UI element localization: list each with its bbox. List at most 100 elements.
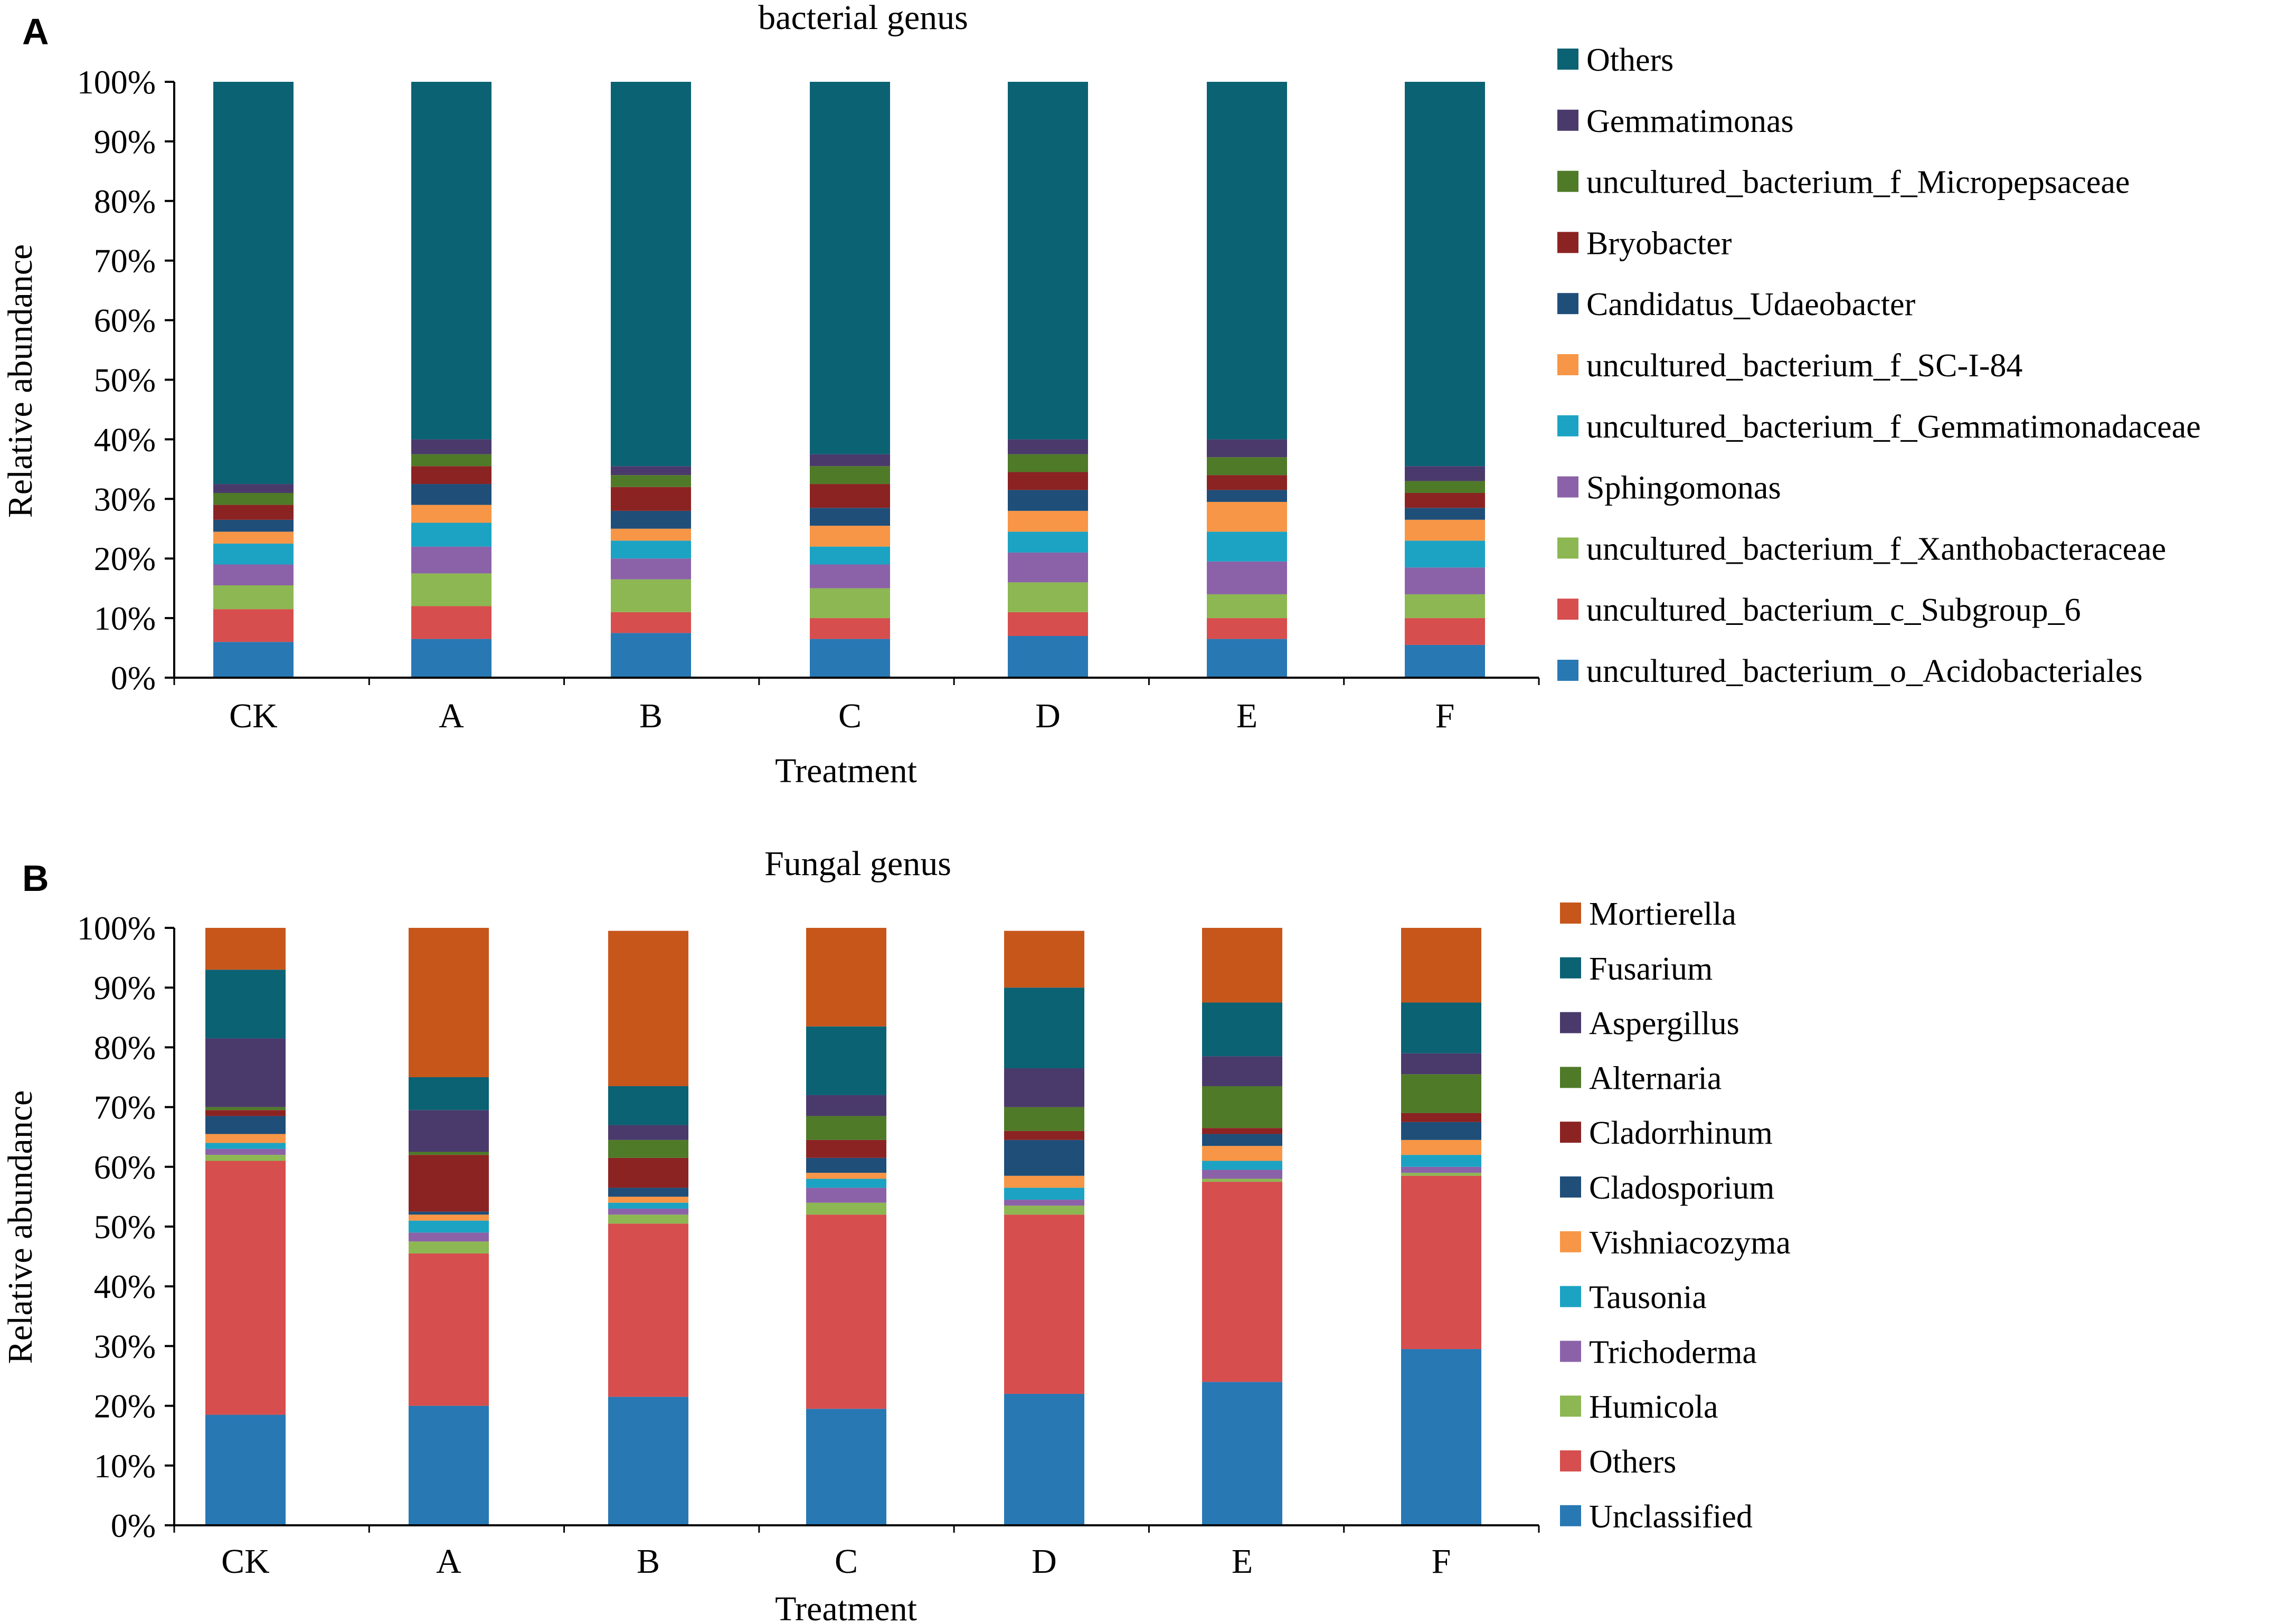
bar-f-sphingomonas [1405,567,1485,594]
x-axis-label: Treatment [775,752,917,790]
y-tick-label: 50% [94,1208,156,1246]
legend-item-sphingomonas: Sphingomonas [1557,470,1781,506]
x-axis-label: Treatment [775,1590,917,1624]
bar-e-others [1202,1182,1282,1382]
legend-label: Others [1589,1444,1676,1480]
bar-c-uncultured-bacterium-f-gemmatimonadaceae [810,546,890,565]
bar-b-sphingomonas [611,558,691,580]
bar-a-cladorrhinum [409,1155,489,1212]
bar-c-mortierella [806,928,886,1027]
legend-label: Others [1586,42,1673,78]
bar-f-tausonia [1401,1155,1481,1167]
legend-item-bryobacter: Bryobacter [1557,225,1732,261]
y-tick-label: 70% [94,1089,156,1126]
legend-item-uncultured-bacterium-f-micropepsaceae: uncultured_bacterium_f_Micropepsaceae [1557,165,2130,201]
bar-e-uncultured-bacterium-o-acidobacteriales [1207,639,1287,678]
legend-swatch [1557,660,1578,681]
x-tick-label-f: F [1432,1542,1451,1581]
bar-a-bryobacter [411,466,491,485]
x-tick-label-d: D [1032,1542,1057,1581]
legend-item-uncultured-bacterium-f-gemmatimonadaceae: uncultured_bacterium_f_Gemmatimonadaceae [1557,409,2201,445]
bar-b-aspergillus [608,1125,688,1140]
bar-c-candidatus-udaeobacter [810,508,890,526]
bar-ck-humicola [205,1155,286,1161]
panel-label: A [22,11,49,52]
bar-d-unclassified [1004,1393,1084,1525]
legend-item-others: Others [1557,42,1673,78]
bar-b-unclassified [608,1397,688,1525]
bar-c-sphingomonas [810,564,890,588]
bar-a-unclassified [409,1405,489,1525]
bar-a-humicola [409,1241,489,1253]
legend-label: Unclassified [1589,1499,1753,1535]
bar-b-mortierella [608,930,688,1086]
bar-e-uncultured-bacterium-f-gemmatimonadaceae [1207,531,1287,562]
bar-d-uncultured-bacterium-c-subgroup-6 [1008,612,1088,636]
bar-f-alternaria [1401,1074,1481,1113]
bar-ck-unclassified [205,1414,286,1525]
bar-b-others [611,82,691,467]
y-tick-label: 50% [94,362,156,399]
legend-swatch [1557,354,1578,375]
legend-label: uncultured_bacterium_f_Xanthobacteraceae [1586,531,2166,567]
bar-b-uncultured-bacterium-f-xanthobacteraceae [611,579,691,612]
bar-ck-uncultured-bacterium-c-subgroup-6 [213,609,294,642]
x-tick-label-c: C [835,1542,858,1581]
y-tick-label: 20% [94,1388,156,1425]
bar-c-others [806,1214,886,1409]
bar-b-uncultured-bacterium-f-sc-i-84 [611,528,691,541]
legend-label: Mortierella [1589,896,1736,932]
bar-d-others [1008,82,1088,440]
legend-swatch [1557,537,1578,559]
legend-item-uncultured-bacterium-f-sc-i-84: uncultured_bacterium_f_SC-I-84 [1557,348,2022,384]
legend-item-alternaria: Alternaria [1560,1060,1722,1096]
bar-e-humicola [1202,1179,1282,1182]
bar-c-alternaria [806,1116,886,1140]
bar-c-uncultured-bacterium-o-acidobacteriales [810,639,890,678]
bar-ck-uncultured-bacterium-f-sc-i-84 [213,531,294,544]
bar-c-aspergillus [806,1095,886,1116]
y-tick-label: 40% [94,421,156,458]
legend-swatch [1557,599,1578,620]
legend-swatch [1557,170,1578,192]
legend-label: Aspergillus [1589,1006,1739,1042]
bar-b-cladosporium [608,1188,688,1197]
y-tick-label: 70% [94,242,156,280]
bar-e-vishniacozyma [1202,1146,1282,1161]
y-tick-label: 80% [94,1029,156,1066]
x-tick-label-d: D [1035,697,1061,735]
bar-ck-trichoderma [205,1148,286,1155]
bar-e-cladosporium [1202,1134,1282,1146]
bar-d-fusarium [1004,987,1084,1069]
bar-c-unclassified [806,1409,886,1525]
bar-b-bryobacter [611,487,691,511]
legend-swatch [1560,957,1581,979]
legend-item-uncultured-bacterium-o-acidobacteriales: uncultured_bacterium_o_Acidobacteriales [1557,653,2143,689]
bar-d-tausonia [1004,1188,1084,1200]
legend-swatch [1557,49,1578,70]
bar-ck-cladosporium [205,1116,286,1134]
x-tick-label-ck: CK [221,1542,270,1581]
bar-f-cladosporium [1401,1122,1481,1140]
bar-c-cladosporium [806,1157,886,1173]
y-axis-label: Relative abundance [1,1090,40,1364]
y-tick-label: 90% [94,969,156,1006]
legend-swatch [1560,1450,1581,1471]
bar-f-humicola [1401,1173,1481,1176]
legend-label: Trichoderma [1589,1334,1757,1370]
y-axis-label: Relative abundance [1,244,40,518]
bar-d-candidatus-udaeobacter [1008,490,1088,511]
legend-item-uncultured-bacterium-c-subgroup-6: uncultured_bacterium_c_Subgroup_6 [1557,592,2081,628]
bar-ck-uncultured-bacterium-f-micropepsaceae [213,493,294,505]
bar-c-humicola [806,1202,886,1215]
bar-e-uncultured-bacterium-c-subgroup-6 [1207,618,1287,639]
x-tick-label-b: B [639,697,663,735]
bar-e-candidatus-udaeobacter [1207,490,1287,502]
legend-swatch [1557,293,1578,315]
y-tick-label: 10% [94,600,156,637]
bar-e-aspergillus [1202,1056,1282,1086]
legend-item-fusarium: Fusarium [1560,951,1713,987]
legend-label: uncultured_bacterium_f_Gemmatimonadaceae [1586,409,2201,445]
bar-d-aspergillus [1004,1068,1084,1107]
legend-label: Cladorrhinum [1589,1115,1773,1151]
